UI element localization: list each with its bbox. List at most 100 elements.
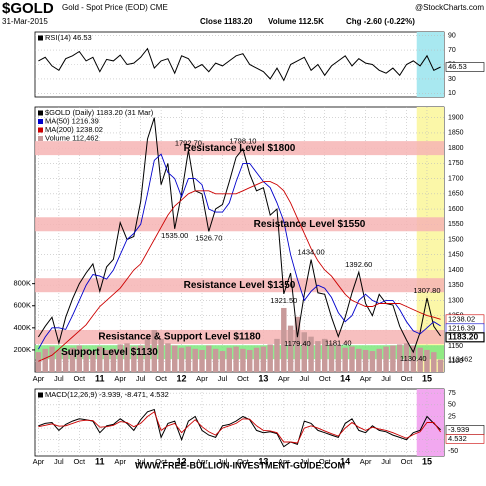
- volume-bar: [396, 344, 403, 372]
- x-tick-label: Apr: [278, 457, 290, 466]
- end-label: 46.53: [448, 62, 467, 71]
- volume-bar: [287, 325, 294, 372]
- y-tick-label: 1650: [448, 191, 464, 198]
- x-tick-label: Apr: [33, 457, 45, 466]
- change: Chg -2.60 (-0.22%): [346, 17, 415, 26]
- x-tick-label: Oct: [401, 457, 414, 466]
- end-label: -3.939: [448, 425, 469, 434]
- volume-bar: [349, 346, 355, 372]
- x-tick-label: 13: [258, 373, 268, 383]
- level-label: Resistance Level $1350: [184, 280, 296, 291]
- volume-bar: [260, 346, 267, 372]
- x-tick-label: 11: [95, 456, 105, 466]
- volume-bar: [335, 344, 342, 372]
- y-tick-label: -50: [448, 448, 458, 455]
- panel-frame: [34, 388, 445, 457]
- y-tick-label: 1100: [448, 358, 463, 365]
- volume-bar: [356, 348, 362, 372]
- volume-bar: [49, 346, 55, 372]
- y-tick-label: 1600: [448, 206, 464, 213]
- level-label: Support Level $1130: [61, 347, 158, 358]
- volume-bar: [301, 332, 307, 372]
- x-tick-label: Jul: [218, 374, 228, 383]
- y-tick-label: 30: [448, 76, 456, 83]
- y-tick-label: 50: [448, 402, 456, 409]
- legend-swatch: [38, 119, 43, 124]
- volume-bar: [246, 349, 253, 372]
- legend-swatch: [38, 136, 43, 141]
- volume-bar: [294, 316, 301, 372]
- y-tick-label: 1450: [448, 252, 464, 259]
- symbol: $GOLD: [2, 0, 54, 17]
- annotation: 1321.50: [270, 296, 297, 305]
- volume-bar: [362, 349, 369, 372]
- level-band: [35, 278, 444, 293]
- volume-bar: [281, 307, 287, 372]
- volume-bar: [383, 346, 389, 372]
- volume-bar: [253, 347, 260, 372]
- x-tick-label: Oct: [319, 457, 332, 466]
- volume-bar: [212, 348, 219, 372]
- volume-end-label: 112462: [448, 355, 472, 364]
- y-tick-label: 1800: [448, 145, 464, 152]
- legend-swatch: [38, 127, 43, 133]
- volume-bar: [417, 347, 423, 372]
- volume-bar: [117, 344, 123, 372]
- x-tick-label: Jul: [381, 457, 391, 466]
- end-label-box: [445, 332, 485, 343]
- x-tick-label: Oct: [155, 457, 168, 466]
- description: Gold - Spot Price (EOD) CME: [62, 3, 168, 12]
- volume-bar: [267, 344, 273, 372]
- volume-bar: [56, 349, 62, 372]
- volume-bar: [431, 352, 437, 372]
- volume-bar: [83, 348, 89, 372]
- volume-bar: [97, 346, 103, 372]
- y-tick-label: 1150: [448, 343, 463, 350]
- level-band: [35, 141, 444, 156]
- volume-bar: [69, 347, 76, 372]
- legend-label: $GOLD (Daily) 1183.20 (31 Mar): [45, 108, 154, 117]
- y-tick-label: 1400: [448, 267, 464, 274]
- x-tick-label: Jul: [54, 457, 64, 466]
- end-label-box: [445, 434, 485, 444]
- volume-tick-label: 200K: [13, 345, 31, 354]
- y-tick-label: 90: [448, 32, 456, 39]
- x-tick-label: 11: [95, 373, 105, 383]
- end-label: 1238.02: [448, 314, 475, 323]
- legend-label: MA(200) 1238.02: [45, 125, 103, 134]
- date: 31-Mar-2015: [2, 17, 48, 26]
- x-tick-label: Apr: [196, 457, 208, 466]
- x-tick-label: Oct: [73, 374, 86, 383]
- volume-bar: [185, 346, 192, 372]
- x-tick-label: Oct: [237, 457, 250, 466]
- x-tick-label: Apr: [360, 457, 372, 466]
- x-tick-label: 13: [258, 456, 268, 466]
- x-tick-label: Apr: [196, 374, 208, 383]
- volume-bar: [192, 348, 198, 372]
- volume-tick-label: 400K: [13, 323, 31, 332]
- volume-tick-label: 600K: [13, 301, 31, 310]
- annotation: 1798.10: [229, 137, 256, 146]
- volume-bar: [437, 359, 444, 372]
- end-label-box: [445, 62, 485, 72]
- x-tick-label: 12: [177, 456, 187, 466]
- series-line: [37, 117, 442, 354]
- volume-bar: [369, 351, 376, 372]
- x-tick-label: 15: [422, 456, 432, 466]
- level-band: [35, 329, 444, 344]
- volume-bar: [328, 343, 335, 372]
- volume-bar: [76, 345, 83, 372]
- x-tick-label: Jul: [299, 374, 309, 383]
- volume-bar: [219, 351, 226, 372]
- volume-bar: [226, 347, 233, 372]
- x-tick-label: Apr: [278, 374, 290, 383]
- volume-bar: [199, 349, 205, 372]
- legend-swatch: [38, 392, 43, 398]
- level-label: Resistance Level $1800: [184, 143, 296, 154]
- volume-bar: [137, 345, 144, 372]
- end-label: 1216.39: [448, 323, 475, 332]
- volume-bar: [131, 346, 137, 372]
- x-tick-label: Oct: [401, 374, 414, 383]
- end-label: 1183.20: [448, 332, 479, 342]
- y-tick-label: 10: [448, 90, 456, 97]
